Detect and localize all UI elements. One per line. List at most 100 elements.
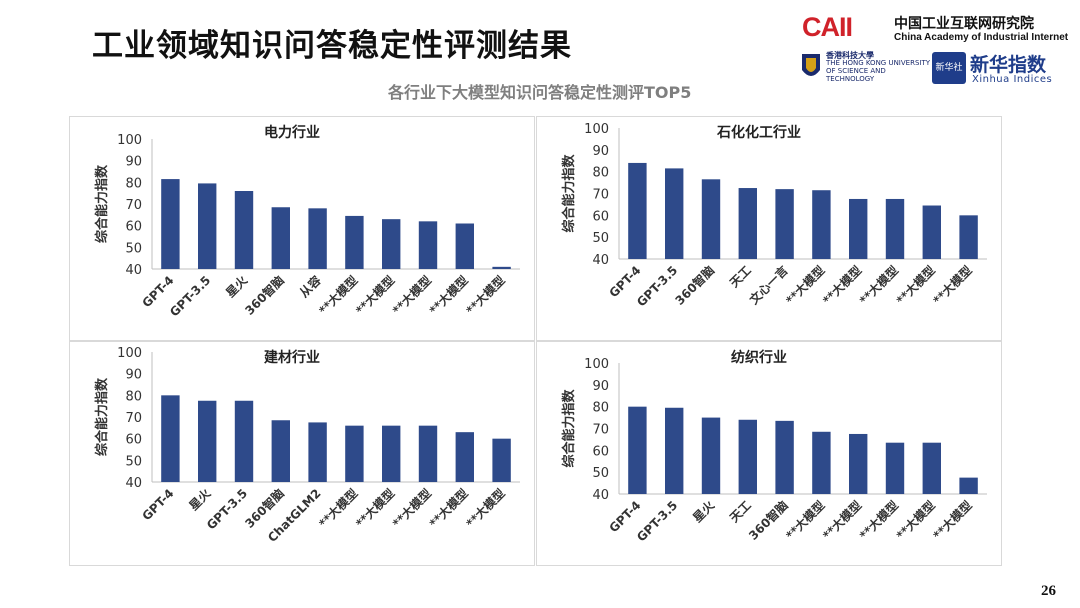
y-tick-label: 50 (592, 231, 609, 246)
bar (271, 420, 290, 482)
bar (812, 431, 831, 494)
x-tick-label: GPT-3.5 (634, 498, 680, 544)
x-tick-label: **大模型 (819, 498, 864, 543)
y-tick-label: 100 (584, 357, 609, 372)
bar-chart-svg: 纺织行业综合能力指数405060708090100GPT-4GPT-3.5 星火天… (561, 349, 987, 544)
bar (161, 395, 180, 482)
xinhua-badge-icon: 新华社 (932, 52, 966, 84)
y-tick-label: 90 (592, 379, 609, 394)
page-title: 工业领域知识问答稳定性评测结果 (92, 28, 572, 64)
y-tick-label: 60 (592, 209, 609, 224)
y-tick-label: 70 (125, 411, 142, 426)
y-tick-label: 80 (125, 389, 142, 404)
caii-name-en: China Academy of Industrial Internet (894, 32, 1069, 43)
bar (849, 198, 868, 259)
chart-title: 建材行业 (264, 349, 320, 366)
chart-panel-building-materials: 建材行业 综合能力指数 40 50 60 70 80 90 100 GPT-4 星火 GPT-3.5 3… (69, 341, 535, 566)
chart-title: 纺织行业 (731, 349, 787, 366)
x-tick-label: 360智脑 (672, 263, 717, 308)
y-axis-label: 综合能力指数 (561, 389, 577, 468)
x-tick-label: GPT-3.5 (204, 486, 250, 532)
y-tick-label: 40 (592, 488, 609, 503)
x-tick-label: **大模型 (389, 486, 434, 531)
hkust-logo: 香港科技大學 THE HONG KONG UNIVERSITY OF SCIEN… (800, 50, 930, 90)
y-tick-label: 70 (592, 188, 609, 203)
xinhua-name-en: Xinhua Indices (972, 74, 1053, 85)
bar (161, 179, 180, 269)
y-tick-label: 80 (592, 401, 609, 416)
x-tick-label: 从容 (296, 273, 324, 301)
bar (738, 419, 757, 494)
xinhua-logo: 新华社 新华指数 Xinhua Indices (932, 50, 1062, 90)
bar (345, 425, 364, 482)
bar (885, 442, 905, 494)
x-tick-label: **大模型 (893, 498, 938, 543)
y-tick-label: 80 (592, 166, 609, 181)
y-tick-label: 60 (592, 444, 609, 459)
x-tick-label: **大模型 (893, 263, 938, 308)
bar (701, 417, 721, 494)
hkust-name-cn: 香港科技大學 (826, 51, 874, 60)
x-tick-label: **大模型 (856, 263, 901, 308)
x-tick-label: **大模型 (856, 498, 901, 543)
bar (922, 205, 941, 259)
y-tick-label: 40 (592, 253, 609, 268)
bar (775, 189, 794, 259)
y-tick-label: 100 (117, 133, 142, 148)
y-tick-label: 100 (117, 346, 142, 361)
y-axis-label: 综合能力指数 (94, 164, 110, 243)
bar (345, 215, 364, 269)
bar (775, 420, 794, 494)
x-tick-label: **大模型 (352, 273, 397, 318)
caii-logo: CAII 中国工业互联网研究院 China Academy of Industr… (802, 10, 1072, 48)
bar (922, 442, 941, 494)
bar-chart-svg: 石化化工行业综合能力指数405060708090100GPT-4GPT-3.53… (561, 122, 987, 309)
y-tick-label: 70 (592, 423, 609, 438)
x-tick-label: 星火 (186, 486, 214, 514)
bar (418, 425, 438, 482)
y-tick-label: 90 (592, 144, 609, 159)
x-tick-label: **大模型 (783, 263, 828, 308)
x-tick-label: **大模型 (930, 263, 975, 308)
x-tick-label: 星火 (223, 273, 251, 301)
x-tick-label: **大模型 (463, 273, 508, 318)
x-tick-label: **大模型 (426, 273, 471, 318)
bar (271, 207, 290, 269)
chart-panel-petrochemical: 石化化工行业 综合能力指数 40 50 60 70 80 90 100 GPT-4 GPT-3.5 3… (536, 116, 1002, 341)
bar (382, 219, 401, 269)
bar (492, 266, 511, 269)
bar (701, 179, 721, 259)
xinhua-name-cn: 新华指数 (970, 54, 1047, 76)
y-tick-label: 60 (125, 220, 142, 235)
bar (308, 208, 327, 269)
page-number: 26 (1041, 583, 1056, 599)
y-axis-label: 综合能力指数 (94, 377, 110, 456)
x-tick-label: 星火 (690, 498, 718, 526)
x-tick-label: GPT-3.5 (167, 273, 213, 319)
x-tick-label: **大模型 (389, 273, 434, 318)
bar (234, 191, 254, 269)
bar (738, 188, 757, 259)
chart-panel-textile: 纺织行业 综合能力指数 40 50 60 70 80 90 100 GPT-4 GPT-3.5 星火天… (536, 341, 1002, 566)
x-tick-label: GPT-3.5 (634, 263, 680, 309)
x-tick-label: **大模型 (463, 486, 508, 531)
y-tick-label: 100 (584, 122, 609, 137)
caii-mark: CAII (802, 12, 853, 42)
bar (455, 432, 474, 482)
hkust-name-en: THE HONG KONG UNIVERSITY OF SCIENCE AND … (826, 59, 931, 83)
x-tick-label: 360智脑 (745, 498, 790, 543)
y-tick-label: 60 (125, 433, 142, 448)
page-subtitle: 各行业下大模型知识问答稳定性测评TOP5 (388, 83, 692, 102)
y-tick-label: 40 (125, 476, 142, 491)
hkust-crest-icon (802, 54, 820, 76)
y-tick-label: 50 (125, 241, 142, 256)
x-tick-label: 360智脑 (242, 273, 287, 318)
x-tick-label: 文心一言 (746, 263, 791, 308)
x-tick-label: **大模型 (819, 263, 864, 308)
bar (418, 221, 438, 269)
y-tick-label: 50 (125, 454, 142, 469)
y-tick-label: 90 (125, 368, 142, 383)
y-axis-label: 综合能力指数 (561, 154, 577, 233)
y-tick-label: 80 (125, 176, 142, 191)
